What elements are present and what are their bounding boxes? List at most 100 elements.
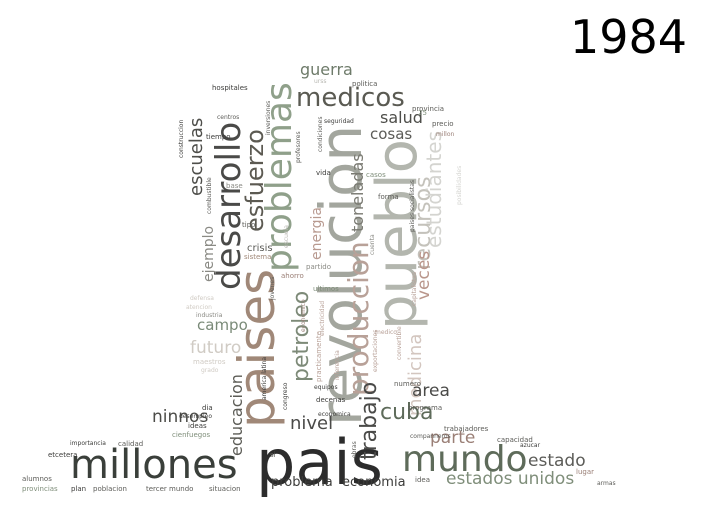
cloud-word: importancia — [70, 440, 106, 447]
cloud-word: poblacion — [93, 485, 127, 493]
cloud-word: cuba — [380, 400, 434, 425]
cloud-word: jovenes — [269, 276, 276, 300]
cloud-word: plan — [71, 485, 87, 493]
cloud-word: millon — [436, 131, 455, 138]
cloud-word: crisis — [247, 243, 273, 254]
cloud-word: tercer mundo — [146, 485, 194, 493]
cloud-word: cienfuegos — [172, 431, 211, 439]
cloud-word: medico — [375, 329, 397, 336]
cloud-word: esfuerzo — [241, 129, 269, 232]
cloud-word: numero — [394, 380, 422, 388]
cloud-word: educacion — [227, 374, 246, 456]
cloud-word: america latina — [261, 356, 268, 400]
cloud-word: politica — [352, 80, 378, 88]
cloud-word: convertible — [396, 326, 403, 360]
cloud-word: cosas — [370, 125, 413, 143]
cloud-word: urss — [314, 78, 327, 85]
cloud-word: construccion — [178, 119, 185, 158]
cloud-word: dia — [202, 404, 213, 412]
cloud-word: estado — [528, 451, 586, 471]
cloud-word: provincias — [22, 485, 58, 493]
cloud-word: provincia — [412, 105, 445, 113]
cloud-word: problema — [271, 475, 333, 490]
cloud-word: salud — [380, 108, 423, 127]
cloud-word: centros — [217, 114, 240, 121]
cloud-word: equipos — [314, 384, 338, 391]
cloud-word: escuelas — [186, 117, 207, 196]
cloud-word: ninnos — [152, 407, 209, 427]
cloud-word: calidad — [118, 440, 144, 448]
cloud-word: casos — [366, 171, 386, 179]
cloud-word: tipo — [242, 221, 256, 229]
cloud-word: mundo — [402, 439, 528, 480]
cloud-word: programa — [408, 404, 443, 412]
cloud-word: nivel — [290, 413, 334, 434]
cloud-word: grado — [201, 367, 219, 374]
cloud-word: vida — [316, 169, 331, 177]
cloud-word: paises socialistas — [409, 179, 416, 232]
cloud-word: guerra — [300, 60, 353, 79]
cloud-word: companneros — [410, 433, 451, 440]
cloud-word: combustible — [206, 177, 213, 214]
cloud-word: tiempo — [206, 133, 231, 141]
cloud-word: posibilidades — [456, 165, 463, 205]
cloud-word: obras — [351, 441, 358, 458]
cloud-word: cuenta — [369, 234, 376, 255]
cloud-word: electricidad — [319, 300, 326, 336]
cloud-word: futuro — [190, 338, 242, 358]
cloud-word: hospitales — [212, 84, 248, 92]
cloud-word: profesores — [295, 131, 302, 163]
cloud-word: capitalistas — [411, 271, 418, 306]
cloud-word: trabajo — [357, 381, 382, 460]
cloud-word: produccion — [342, 241, 375, 396]
cloud-word: situacion — [209, 485, 241, 493]
cloud-word: armas — [597, 480, 616, 487]
cloud-word: practicamente — [315, 331, 323, 382]
cloud-word: sistema — [244, 253, 272, 261]
cloud-word: pais — [256, 426, 383, 499]
cloud-word: parte — [430, 428, 476, 448]
cloud-word: congreso — [282, 382, 289, 410]
cloud-word: ejemplo — [201, 225, 217, 282]
cloud-word: forma — [378, 193, 399, 201]
cloud-word: industria — [196, 312, 223, 319]
cloud-word: precio — [432, 120, 454, 128]
cloud-word: azucar — [520, 442, 541, 449]
cloud-word: defensa — [190, 295, 214, 302]
cloud-word: si — [270, 451, 276, 459]
cloud-word: economico — [300, 299, 307, 332]
cloud-word: area — [412, 381, 450, 401]
cloud-word: alumnos — [22, 475, 52, 483]
cloud-word: ultimos — [313, 285, 339, 293]
cloud-word: toneladas — [348, 153, 367, 232]
cloud-word: estudiantes — [422, 131, 446, 248]
cloud-word: escuela — [283, 225, 290, 248]
cloud-word: inversiones — [265, 100, 272, 135]
cloud-word: millones — [70, 442, 238, 488]
cloud-word: medicos — [296, 83, 405, 113]
cloud-word: desempleo — [179, 413, 212, 420]
cloud-word: idea — [415, 476, 430, 484]
cloud-word: atencion — [186, 304, 212, 311]
cloud-word: ideas — [188, 422, 207, 430]
cloud-word: lugar — [576, 468, 594, 476]
cloud-word: estados unidos — [446, 469, 575, 489]
cloud-word: veces — [414, 250, 434, 300]
cloud-word: condiciones — [317, 116, 324, 152]
cloud-word: economia — [342, 475, 406, 490]
cloud-word: 25 — [418, 109, 427, 117]
year-title: 1984 — [570, 10, 688, 64]
cloud-word: partido — [306, 263, 332, 271]
cloud-word: decenas — [316, 396, 346, 404]
cloud-word: maestros — [193, 358, 226, 366]
cloud-word: seguridad — [324, 118, 354, 125]
cloud-word: inferencia — [334, 350, 341, 380]
cloud-word: ahorro — [281, 272, 304, 280]
cloud-word: energia — [309, 207, 325, 260]
cloud-word: base — [226, 182, 243, 190]
cloud-word: economica — [318, 411, 351, 418]
cloud-word: etcetera — [48, 451, 78, 459]
cloud-word: capacidad — [497, 436, 533, 444]
cloud-word: campo — [197, 316, 248, 334]
